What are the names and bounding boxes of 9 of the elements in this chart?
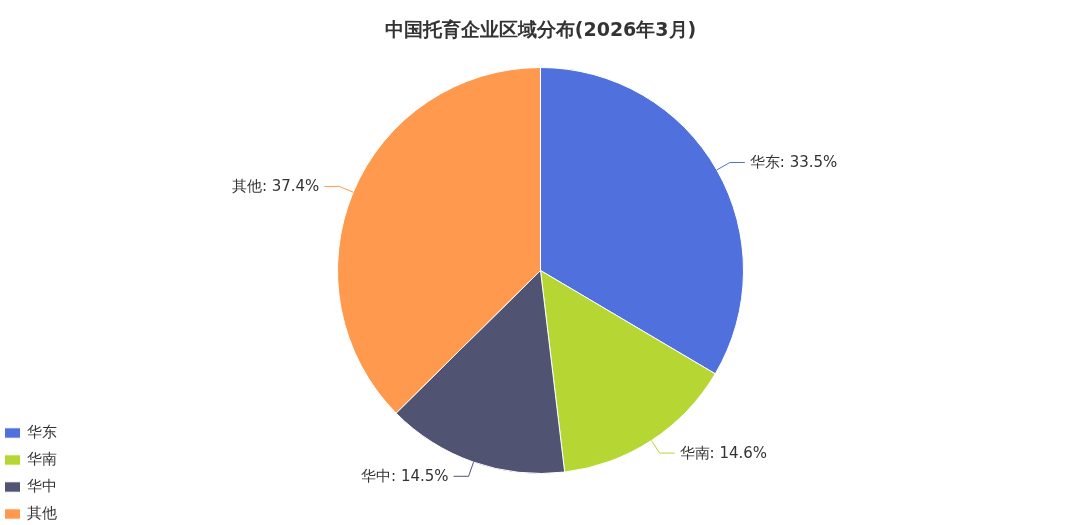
legend-label: 其他 <box>27 504 57 523</box>
data-label: 华南: 14.6% <box>679 444 768 463</box>
chart-title: 中国托育企业区域分布(2026年3月) <box>384 17 697 40</box>
data-label: 华中: 14.5% <box>361 467 449 486</box>
data-label: 华东: 33.5% <box>749 153 838 172</box>
legend-label: 华南 <box>27 450 57 469</box>
legend-label: 华东 <box>27 423 57 442</box>
data-label: 其他: 37.4% <box>231 177 320 196</box>
legend-label: 华中 <box>27 477 57 496</box>
